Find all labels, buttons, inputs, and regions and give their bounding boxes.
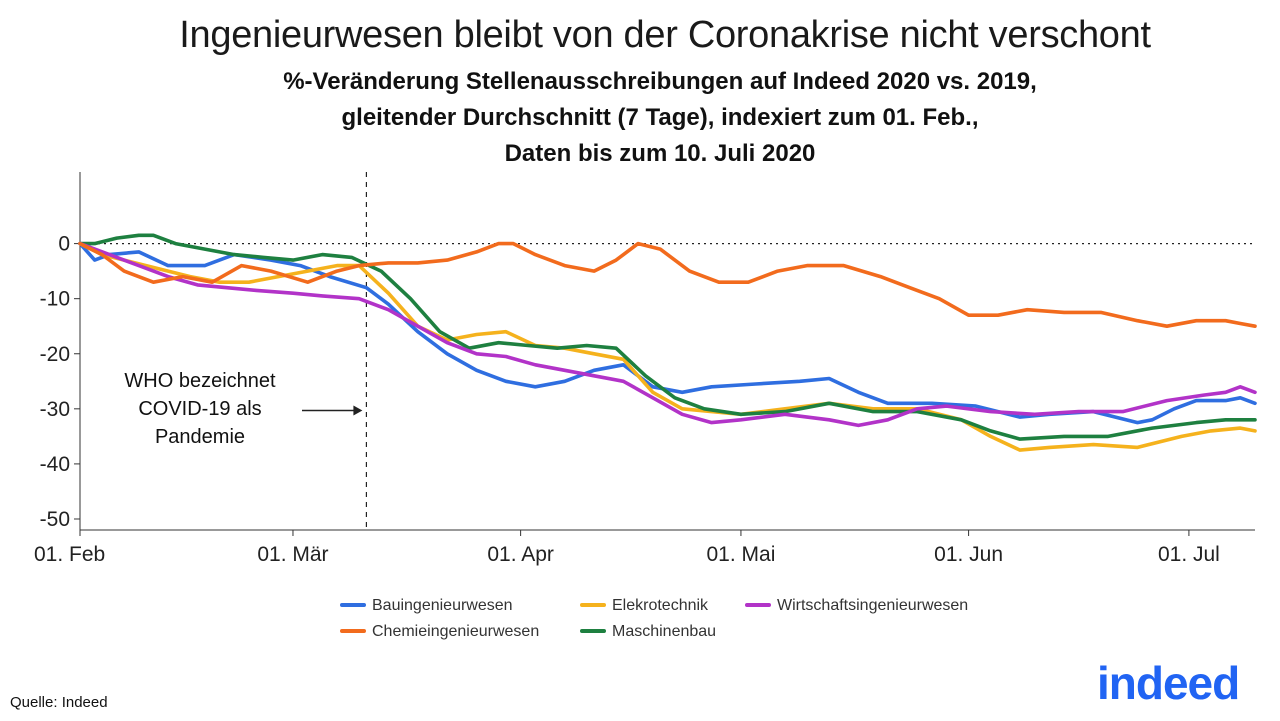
annotation-text: Pandemie	[155, 426, 245, 448]
y-tick-label: -40	[40, 453, 70, 476]
chart-subtitle: %-Veränderung Stellenausschreibungen auf…	[0, 64, 1280, 172]
y-tick-label: -10	[40, 288, 70, 311]
annotation-text: WHO bezeichnet	[124, 370, 276, 392]
x-tick-label: 01. Feb	[34, 543, 105, 566]
legend-label: Maschinenbau	[612, 623, 716, 640]
series-line-chemieingenieurwesen	[78, 241, 1257, 328]
subtitle-line: gleitender Durchschnitt (7 Tage), indexi…	[341, 104, 979, 131]
subtitle-line: %-Veränderung Stellenausschreibungen auf…	[283, 68, 1037, 95]
y-tick-label: 0	[58, 233, 70, 256]
legend-label: Wirtschaftsingenieurwesen	[777, 597, 968, 614]
y-tick-label: -50	[40, 508, 70, 531]
series-line-elekrotechnik	[78, 241, 1257, 452]
series-line-wirtschaftsingenieurwesen	[78, 241, 1257, 428]
arrow-head-icon	[353, 405, 363, 416]
x-tick-label: 01. Jun	[934, 543, 1003, 566]
x-tick-label: 01. Jul	[1158, 543, 1220, 566]
x-tick-label: 01. Apr	[487, 543, 554, 566]
y-tick-label: -20	[40, 343, 70, 366]
series-line-maschinenbau	[78, 233, 1257, 441]
legend-label: Chemieingenieurwesen	[372, 623, 539, 640]
series-line-bauingenieurwesen	[78, 241, 1257, 425]
chart-title: Ingenieurwesen bleibt von der Coronakris…	[179, 14, 1151, 56]
subtitle-line: Daten bis zum 10. Juli 2020	[504, 140, 816, 167]
legend-label: Elekrotechnik	[612, 597, 709, 614]
y-tick-label: -30	[40, 398, 70, 421]
annotation-text: COVID-19 als	[138, 398, 261, 420]
source-note: Quelle: Indeed	[10, 694, 108, 711]
legend-label: Bauingenieurwesen	[372, 597, 513, 614]
x-tick-label: 01. Mär	[257, 543, 328, 566]
indeed-logo: indeed	[1097, 657, 1240, 709]
x-tick-label: 01. Mai	[707, 543, 776, 566]
